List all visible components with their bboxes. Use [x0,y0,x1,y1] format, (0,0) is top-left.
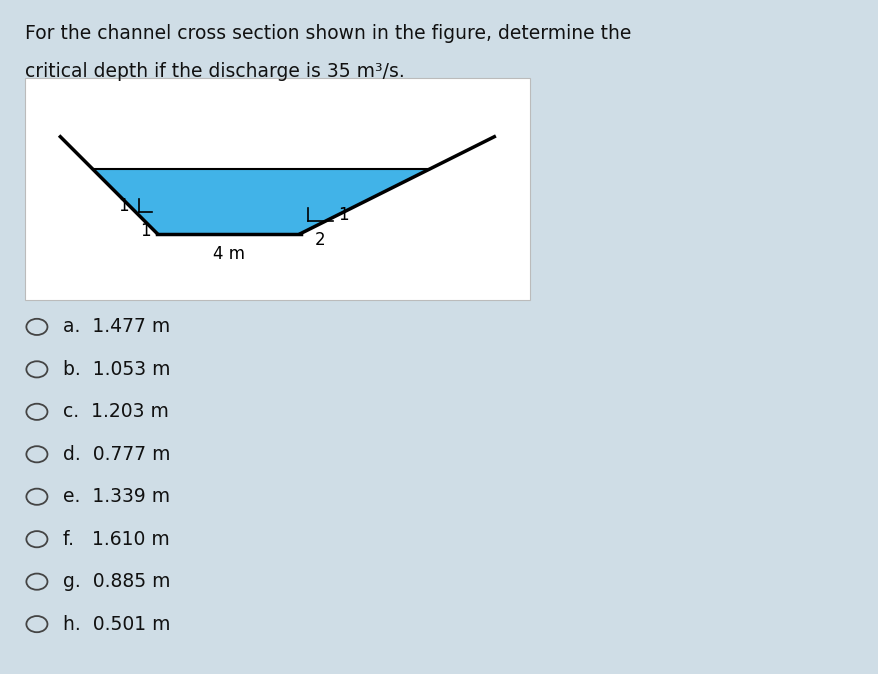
Text: f.   1.610 m: f. 1.610 m [63,530,169,549]
Text: 1: 1 [338,206,349,224]
Text: g.  0.885 m: g. 0.885 m [63,572,170,591]
Text: c.  1.203 m: c. 1.203 m [63,402,169,421]
Text: b.  1.053 m: b. 1.053 m [63,360,170,379]
Text: h.  0.501 m: h. 0.501 m [63,615,170,634]
Text: 2: 2 [314,231,326,249]
Text: 1: 1 [140,222,151,240]
Text: d.  0.777 m: d. 0.777 m [63,445,170,464]
Text: For the channel cross section shown in the figure, determine the: For the channel cross section shown in t… [25,24,630,42]
Text: critical depth if the discharge is 35 m³/s.: critical depth if the discharge is 35 m³… [25,62,404,81]
FancyBboxPatch shape [25,78,529,300]
Text: a.  1.477 m: a. 1.477 m [63,317,170,336]
Text: e.  1.339 m: e. 1.339 m [63,487,170,506]
Text: 4 m: 4 m [212,245,245,263]
Text: 1: 1 [119,197,129,215]
Polygon shape [92,169,429,234]
